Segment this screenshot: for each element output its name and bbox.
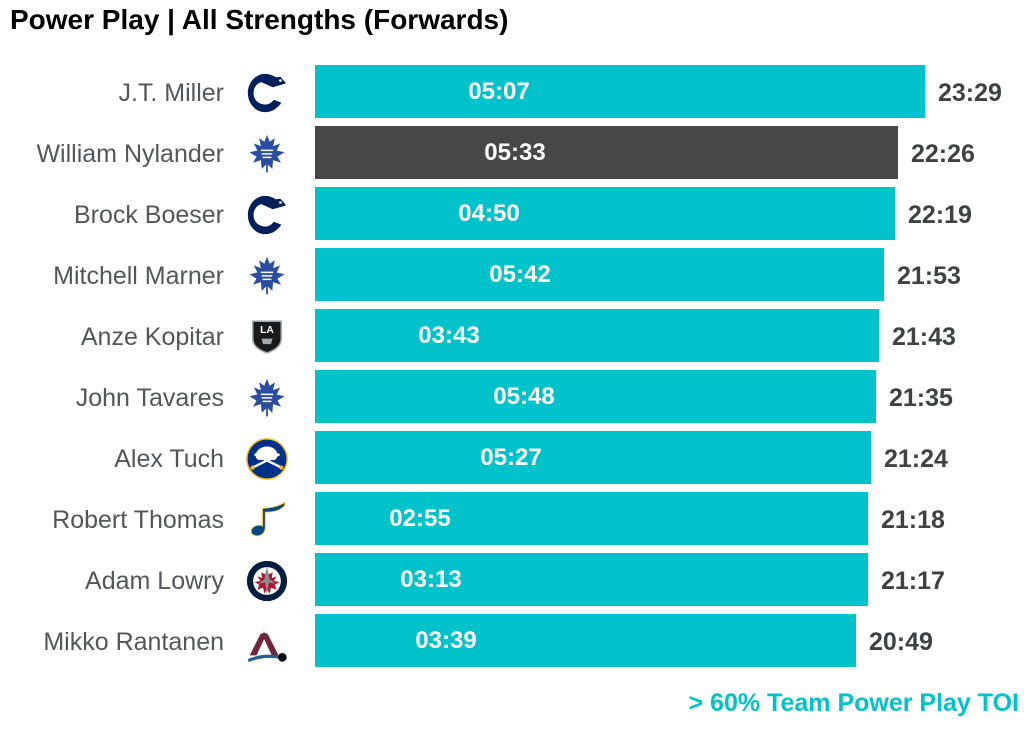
pp-toi-label: 05:33 [484, 138, 546, 166]
total-toi-label: 21:18 [881, 506, 945, 534]
toi-bar: 05:27 [315, 431, 871, 484]
total-toi-label: 21:24 [884, 445, 948, 473]
maple-leafs-logo-icon [243, 130, 291, 178]
player-row: Alex Tuch 05:27 21:24 [0, 429, 1024, 490]
total-toi-label: 22:26 [911, 140, 975, 168]
pp-toi-label: 05:27 [480, 443, 542, 471]
canucks-logo-icon [243, 69, 291, 117]
player-row: Mikko Rantanen 03:39 20:49 [0, 612, 1024, 673]
svg-text:LA: LA [260, 325, 274, 336]
player-name: J.T. Miller [118, 79, 224, 107]
player-row: John Tavares 05:48 21:35 [0, 368, 1024, 429]
pp-toi-label: 03:39 [415, 626, 477, 654]
total-toi-label: 21:35 [889, 384, 953, 412]
player-name: Brock Boeser [73, 201, 224, 229]
player-row: Anze Kopitar LA 03:43 21:43 [0, 307, 1024, 368]
pp-toi-label: 03:13 [400, 565, 462, 593]
avalanche-logo-icon [243, 618, 291, 666]
player-row: Adam Lowry 03:13 21:17 [0, 551, 1024, 612]
player-row: Robert Thomas 02:55 21:18 [0, 490, 1024, 551]
player-name: William Nylander [36, 140, 224, 168]
player-row: Mitchell Marner 05:42 21:53 [0, 246, 1024, 307]
jets-logo-icon [243, 557, 291, 605]
player-name: Robert Thomas [52, 506, 224, 534]
pp-toi-label: 05:42 [489, 260, 551, 288]
canucks-logo-icon [243, 191, 291, 239]
total-toi-label: 21:43 [892, 323, 956, 351]
toi-bar: 03:39 [315, 614, 856, 667]
maple-leafs-logo-icon [243, 252, 291, 300]
toi-bar: 03:43 [315, 309, 879, 362]
maple-leafs-logo-icon [243, 374, 291, 422]
player-name: Mikko Rantanen [43, 628, 224, 656]
pp-toi-label: 05:07 [468, 77, 530, 105]
player-name: Mitchell Marner [53, 262, 224, 290]
toi-bar: 05:48 [315, 370, 876, 423]
sabres-logo-icon [243, 435, 291, 483]
annotation-note: > 60% Team Power Play TOI [688, 689, 1019, 717]
pp-toi-label: 02:55 [389, 504, 451, 532]
player-name: Adam Lowry [85, 567, 224, 595]
toi-bar: 03:13 [315, 553, 868, 606]
total-toi-label: 21:17 [881, 567, 945, 595]
total-toi-label: 20:49 [869, 628, 933, 656]
kings-logo-icon: LA [243, 313, 291, 361]
chart-title: Power Play | All Strengths (Forwards) [10, 4, 509, 35]
toi-bar: 05:42 [315, 248, 884, 301]
pp-toi-label: 03:43 [418, 321, 480, 349]
blues-logo-icon [243, 496, 291, 544]
player-name: Anze Kopitar [80, 323, 224, 351]
total-toi-label: 22:19 [908, 201, 972, 229]
toi-bar: 05:07 [315, 65, 925, 118]
toi-bar: 02:55 [315, 492, 868, 545]
chart-rows: J.T. Miller 05:07 23:29 William Nylander… [0, 63, 1024, 673]
total-toi-label: 21:53 [897, 262, 961, 290]
player-name: Alex Tuch [114, 445, 224, 473]
player-row: J.T. Miller 05:07 23:29 [0, 63, 1024, 124]
toi-bar: 05:33 [315, 126, 898, 179]
player-name: John Tavares [75, 384, 224, 412]
pp-toi-label: 05:48 [493, 382, 555, 410]
player-row: William Nylander 05:33 22:26 [0, 124, 1024, 185]
toi-bar: 04:50 [315, 187, 895, 240]
pp-toi-label: 04:50 [458, 199, 520, 227]
total-toi-label: 23:29 [938, 79, 1002, 107]
player-row: Brock Boeser 04:50 22:19 [0, 185, 1024, 246]
